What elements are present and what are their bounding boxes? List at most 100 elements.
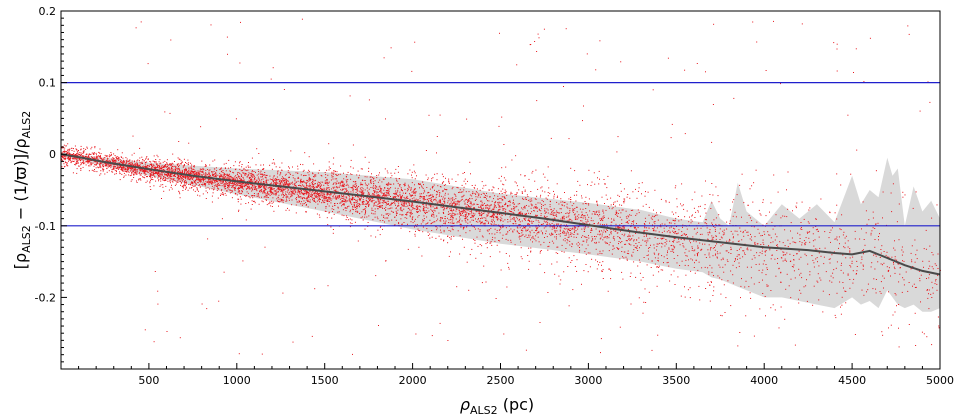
- data-point: [147, 176, 148, 178]
- data-point: [326, 169, 328, 171]
- data-point: [335, 197, 337, 199]
- data-point: [149, 173, 151, 174]
- data-point: [382, 228, 383, 230]
- data-point: [161, 174, 163, 176]
- data-point: [157, 174, 158, 176]
- data-point: [296, 191, 298, 193]
- data-point: [83, 162, 85, 164]
- data-point: [447, 193, 449, 195]
- data-point: [219, 169, 221, 171]
- data-point: [115, 171, 117, 173]
- data-point: [67, 143, 69, 145]
- data-point: [283, 185, 285, 187]
- data-point: [275, 180, 277, 182]
- data-point: [380, 191, 382, 193]
- data-point: [485, 205, 487, 206]
- data-point: [419, 200, 421, 201]
- data-point: [134, 169, 136, 170]
- data-point: [202, 171, 204, 173]
- data-point: [462, 172, 464, 174]
- data-point: [374, 211, 376, 213]
- data-point: [157, 172, 159, 174]
- data-point: [121, 152, 123, 154]
- data-point: [346, 181, 348, 183]
- data-point: [68, 150, 70, 152]
- data-point: [447, 242, 449, 244]
- data-point: [162, 166, 164, 168]
- data-point: [237, 182, 239, 184]
- data-point: [239, 162, 240, 164]
- data-point: [429, 233, 431, 235]
- data-point: [254, 200, 256, 202]
- data-point: [500, 220, 502, 221]
- data-point: [83, 150, 85, 152]
- data-point: [190, 170, 192, 172]
- data-point: [176, 170, 178, 172]
- data-point: [100, 167, 102, 169]
- data-point: [240, 203, 242, 205]
- data-point: [423, 218, 425, 220]
- data-point: [494, 240, 496, 242]
- data-point: [277, 191, 279, 192]
- data-point: [332, 173, 334, 175]
- data-point: [453, 235, 455, 237]
- data-point: [127, 169, 129, 170]
- data-point: [262, 175, 263, 177]
- data-point: [382, 202, 384, 204]
- data-point: [174, 165, 176, 167]
- data-point: [465, 213, 467, 215]
- data-point: [440, 206, 442, 208]
- data-point: [228, 173, 230, 175]
- data-point: [380, 199, 382, 201]
- data-point: [322, 200, 324, 202]
- data-point: [198, 174, 200, 176]
- data-point: [464, 218, 466, 220]
- data-point: [392, 211, 394, 213]
- data-point: [437, 202, 439, 204]
- data-point: [114, 164, 116, 166]
- data-point: [209, 188, 211, 190]
- data-point: [308, 201, 310, 203]
- data-point: [91, 152, 93, 154]
- data-point: [376, 205, 378, 207]
- data-point: [167, 170, 169, 172]
- data-point: [287, 181, 289, 183]
- data-point: [240, 192, 242, 194]
- data-point: [184, 182, 186, 183]
- data-point: [139, 157, 141, 159]
- data-point: [491, 216, 492, 218]
- data-point: [302, 185, 304, 187]
- data-point: [429, 219, 431, 221]
- data-point: [346, 189, 348, 191]
- data-point: [272, 179, 274, 181]
- data-point: [102, 159, 104, 161]
- data-point: [469, 254, 471, 256]
- data-point: [96, 154, 97, 156]
- data-point: [133, 172, 135, 174]
- data-point: [450, 230, 452, 232]
- data-point: [247, 169, 249, 171]
- data-point: [140, 166, 142, 168]
- data-point: [318, 193, 320, 195]
- data-point: [450, 236, 452, 238]
- data-point: [492, 209, 494, 211]
- data-point: [238, 185, 240, 186]
- data-point: [263, 192, 265, 194]
- data-point: [261, 200, 263, 202]
- data-point: [293, 188, 295, 190]
- data-point: [480, 218, 481, 220]
- data-point: [154, 176, 156, 178]
- data-point: [237, 172, 238, 174]
- data-point: [87, 162, 89, 164]
- data-point: [126, 171, 128, 172]
- data-point: [313, 200, 315, 202]
- data-point: [326, 180, 328, 182]
- data-point: [308, 169, 310, 171]
- data-point: [394, 200, 396, 202]
- data-point: [275, 192, 277, 194]
- data-point: [80, 169, 82, 171]
- data-point: [413, 197, 415, 199]
- data-point: [329, 196, 331, 198]
- data-point: [93, 157, 95, 159]
- data-point: [225, 176, 227, 178]
